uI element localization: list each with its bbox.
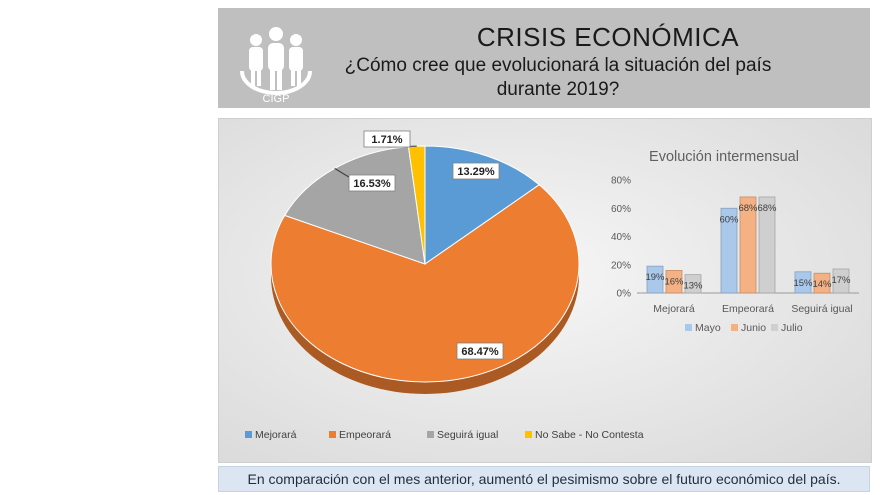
pie-legend-swatch-2 (329, 431, 336, 438)
bar-ytick-4: 80% (611, 176, 631, 187)
bar-label-3-3: 17% (831, 275, 851, 286)
pie-legend-label-2: Empeorará (339, 429, 391, 441)
bar-label-3-2: 14% (812, 279, 832, 290)
pie-legend-label-1: Mejorará (255, 429, 297, 441)
pie-slice-2 (270, 184, 580, 383)
bar-3-2 (813, 272, 831, 294)
pie-label-2: 68.47% (461, 346, 499, 358)
bar-3-1 (794, 271, 812, 294)
pie-label-box-1 (452, 162, 500, 180)
logo-text: CIGP (263, 93, 290, 104)
subtitle-line-1: ¿Cómo cree que evolucionará la situación… (344, 55, 772, 76)
pie-label-box-2 (456, 342, 504, 360)
bar-label-1-2: 16% (664, 276, 684, 287)
bar-legend-label-3: Julio (781, 322, 803, 334)
pie-label-1: 13.29% (457, 166, 495, 178)
bar-label-3-1: 15% (793, 278, 813, 289)
page-subtitle: ¿Cómo cree que evolucionará la situación… (343, 54, 773, 102)
bar-1-2 (665, 269, 683, 294)
bar-1-3 (684, 274, 702, 294)
bar-category-3: Seguirá igual (791, 303, 852, 315)
bar-legend-label-1: Mayo (695, 322, 721, 334)
bar-chart-title: Evolución intermensual (649, 149, 799, 165)
pie-chart: 13.29% 68.47% 16.53% 1.71% (270, 130, 580, 394)
footer-note: En comparación con el mes anterior, aume… (218, 466, 870, 492)
bar-1-1 (646, 265, 664, 294)
bar-category-1: Mejorará (653, 303, 695, 315)
bar-ytick-3: 60% (611, 204, 631, 215)
bar-ytick-2: 40% (611, 232, 631, 243)
pie-legend-swatch-1 (245, 431, 252, 438)
cigp-logo: CIGP (230, 16, 322, 104)
pie-legend-swatch-4 (525, 431, 532, 438)
bar-2-3 (758, 196, 776, 294)
bar-legend-swatch-1 (685, 324, 692, 331)
bar-ytick-1: 20% (611, 260, 631, 271)
bar-label-2-3: 68% (757, 203, 777, 214)
pie-legend-label-3: Seguirá igual (437, 429, 498, 441)
pie-legend: Mejorará Empeorará Seguirá igual No Sabe - … (245, 429, 644, 441)
bar-legend-swatch-3 (771, 324, 778, 331)
header-banner: CIGP CRISIS ECONÓMICA ¿Cómo cree que evo… (218, 8, 870, 108)
bar-legend-label-2: Junio (741, 322, 766, 334)
pie-label-box-4 (363, 130, 411, 148)
bar-2-2 (739, 196, 757, 294)
bar-label-2-1: 60% (719, 214, 739, 225)
bar-label-1-1: 19% (645, 272, 665, 283)
bar-2-1 (720, 207, 738, 294)
pie-label-3: 16.53% (353, 178, 391, 190)
charts-canvas: 13.29% 68.47% 16.53% 1.71% Mejorará Empeorar… (245, 130, 859, 441)
pie-label-box-3 (348, 174, 396, 192)
pie-label-4: 1.71% (371, 134, 402, 146)
bar-label-2-2: 68% (738, 203, 758, 214)
chart-panel: 13.29% 68.47% 16.53% 1.71% Mejorará Empeorar… (218, 118, 872, 463)
bar-label-1-3: 13% (683, 281, 703, 292)
pie-legend-swatch-3 (427, 431, 434, 438)
bar-3-3 (832, 268, 850, 294)
bar-category-2: Empeorará (722, 303, 774, 315)
bar-legend-swatch-2 (731, 324, 738, 331)
page-title: CRISIS ECONÓMICA (476, 22, 740, 52)
subtitle-line-2: durante 2019? (496, 79, 620, 100)
pie-legend-label-4: No Sabe - No Contesta (535, 429, 644, 441)
bar-ytick-0: 0% (617, 289, 632, 300)
